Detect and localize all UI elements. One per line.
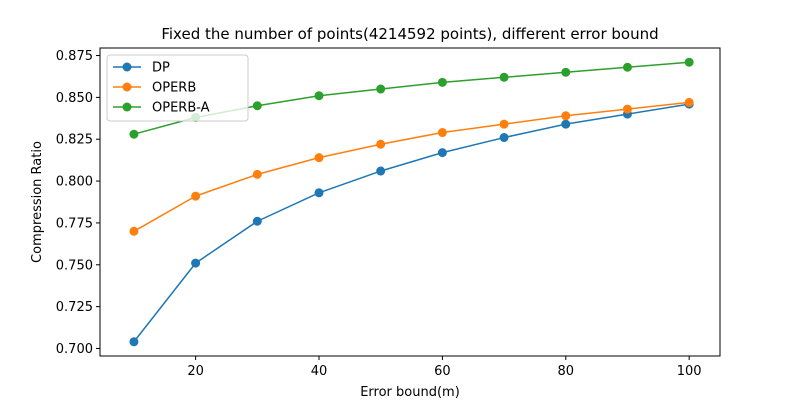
data-point-dp bbox=[561, 119, 571, 129]
data-point-operb-a bbox=[376, 84, 386, 94]
data-point-operb bbox=[684, 97, 694, 107]
data-point-operb bbox=[252, 169, 262, 179]
data-point-operb bbox=[314, 153, 324, 163]
legend: DP OPERB OPERB-A bbox=[106, 54, 249, 122]
x-tick-label: 40 bbox=[311, 364, 328, 379]
data-point-operb bbox=[622, 104, 632, 114]
data-point-dp bbox=[437, 148, 447, 158]
legend-marker-operb-a bbox=[122, 102, 132, 112]
x-tick-label: 100 bbox=[677, 364, 702, 379]
x-tick-label: 20 bbox=[187, 364, 204, 379]
data-point-operb bbox=[437, 128, 447, 138]
data-point-dp bbox=[129, 337, 139, 347]
legend-label-dp: DP bbox=[152, 61, 170, 76]
chart-title: Fixed the number of points(4214592 point… bbox=[161, 25, 658, 43]
series-line-dp bbox=[133, 103, 690, 343]
x-axis: 20 40 60 80 100 bbox=[187, 356, 702, 379]
x-tick-label: 60 bbox=[434, 364, 451, 379]
data-point-dp bbox=[252, 216, 262, 226]
data-point-dp bbox=[376, 166, 386, 176]
plot-area-frame bbox=[99, 47, 721, 357]
y-tick-label: 0.850 bbox=[56, 91, 93, 106]
x-tick-label: 80 bbox=[557, 364, 574, 379]
y-tick-label: 0.875 bbox=[56, 49, 93, 64]
y-tick-label: 0.725 bbox=[56, 300, 93, 315]
data-point-dp bbox=[191, 258, 201, 268]
data-point-operb-a bbox=[499, 72, 509, 82]
y-tick-label: 0.700 bbox=[56, 342, 93, 357]
data-point-operb bbox=[561, 111, 571, 121]
series-operb bbox=[129, 97, 694, 236]
data-point-operb-a bbox=[437, 77, 447, 87]
data-point-operb bbox=[376, 139, 386, 149]
y-tick-label: 0.800 bbox=[56, 175, 93, 190]
data-point-operb-a bbox=[314, 91, 324, 101]
data-point-operb-a bbox=[622, 62, 632, 72]
data-point-operb-a bbox=[561, 67, 571, 77]
series-line-operb bbox=[133, 101, 690, 232]
legend-box bbox=[106, 54, 249, 122]
legend-label-operb: OPERB bbox=[152, 81, 196, 96]
y-axis-title: Compression Ratio bbox=[30, 141, 45, 263]
data-point-operb bbox=[129, 226, 139, 236]
data-point-operb bbox=[191, 191, 201, 201]
y-tick-label: 0.825 bbox=[56, 133, 93, 148]
data-point-dp bbox=[499, 133, 509, 143]
data-point-dp bbox=[314, 188, 324, 198]
legend-marker-dp bbox=[122, 62, 132, 72]
x-axis-title: Error bound(m) bbox=[360, 385, 460, 400]
y-tick-label: 0.775 bbox=[56, 216, 93, 231]
data-point-operb bbox=[499, 119, 509, 129]
legend-label-operb-a: OPERB-A bbox=[152, 101, 210, 116]
data-point-operb-a bbox=[252, 101, 262, 111]
legend-marker-operb bbox=[122, 82, 132, 92]
y-axis: 0.700 0.725 0.750 0.775 0.800 0.825 0.850 0.875 bbox=[56, 49, 100, 357]
series-dp bbox=[129, 99, 694, 347]
data-point-operb-a bbox=[129, 129, 139, 139]
data-point-operb-a bbox=[684, 57, 694, 67]
y-tick-label: 0.750 bbox=[56, 258, 93, 273]
